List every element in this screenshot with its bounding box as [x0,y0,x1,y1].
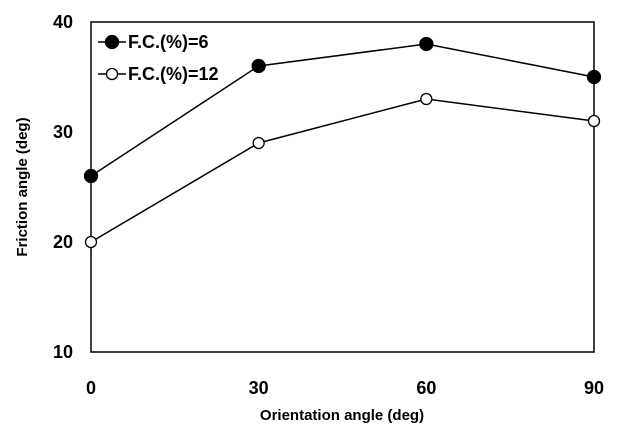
legend-marker [105,67,119,81]
y-tick-label: 40 [53,12,73,32]
series-layer [83,36,602,249]
y-tick-label: 20 [53,232,73,252]
x-tick-label: 90 [584,378,604,398]
x-axis-title: Orientation angle (deg) [260,407,424,424]
data-point [420,92,433,106]
y-tick-label: 10 [53,342,73,362]
plot-area-frame [90,21,595,353]
legend-label: F.C.(%)=6 [128,32,209,52]
legend-item: F.C.(%)=12 [98,64,219,84]
legend-item: F.C.(%)=6 [98,32,209,52]
x-axis-ticks: 0 30 60 90 [86,378,604,398]
data-point [251,58,266,74]
x-tick-label: 0 [86,378,96,398]
legend-marker [104,34,120,50]
x-tick-label: 60 [416,378,436,398]
y-axis-title: Friction angle (deg) [14,117,31,256]
data-point [83,168,99,184]
y-tick-label: 30 [53,122,73,142]
data-point [586,69,602,85]
series-line [90,43,595,177]
series-1 [83,36,602,184]
y-axis-ticks: 10 20 30 40 [53,12,73,362]
data-point [419,36,434,52]
legend: F.C.(%)=6 F.C.(%)=12 [98,32,219,84]
series-2 [84,92,601,249]
data-point [84,235,98,249]
legend-label: F.C.(%)=12 [128,64,219,84]
data-point [587,114,601,128]
x-tick-label: 30 [249,378,269,398]
series-line [90,98,595,243]
data-point [252,136,265,150]
